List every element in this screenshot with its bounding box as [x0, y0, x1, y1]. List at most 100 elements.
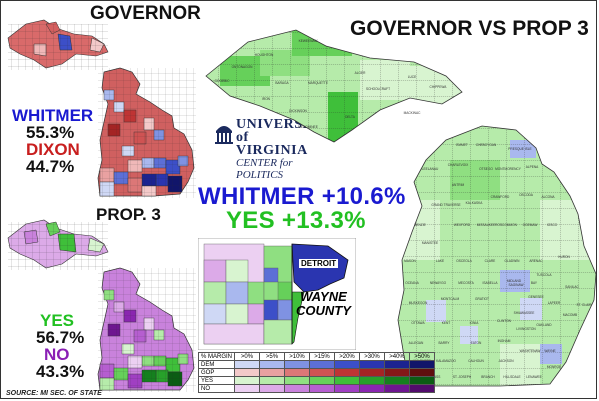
county-label: DICKINSON — [289, 109, 307, 113]
county-label: TUSCOLA — [536, 273, 552, 277]
county-label: MASON — [404, 259, 416, 263]
county-label: LIVINGSTON — [516, 327, 536, 331]
governor-results: WHITMER 55.3% DIXON 44.7% — [12, 107, 93, 175]
county-label: EMMET — [456, 143, 468, 147]
county-label: HILLSDALE — [503, 375, 520, 379]
county-label: CHARLEVOIX — [448, 163, 469, 167]
legend-swatch — [234, 384, 261, 393]
no-label: NO — [44, 345, 70, 364]
county-label: KEWEENAW — [299, 39, 318, 43]
county-label: KENT — [442, 321, 451, 325]
county-label: NEWAYGO — [430, 281, 447, 285]
county-label: HURON — [558, 255, 570, 259]
legend-bin-label: >30% — [359, 352, 386, 361]
governor-vs-prop3-county-map: GOGEBIC ONTONAGON HOUGHTON KEWEENAW BARAGA IR… — [205, 29, 597, 387]
county-label: INGHAM — [498, 339, 511, 343]
county-label: MECOSTA — [458, 281, 474, 285]
legend-row-yes: YES — [197, 376, 436, 385]
legend-row-no: NO — [197, 384, 436, 393]
county-label: GOGEBIC — [215, 79, 231, 83]
yes-margin-headline: YES +13.3% — [226, 207, 366, 234]
county-label: LEELANAU — [422, 167, 439, 171]
county-label-layer: GOGEBIC ONTONAGON HOUGHTON KEWEENAW BARAGA IR… — [215, 39, 593, 379]
prop3-results: YES 56.7% NO 43.3% — [36, 312, 84, 380]
county-label: CRAWFORD — [491, 195, 510, 199]
legend-swatch — [334, 368, 361, 377]
county-label: ISABELLA — [482, 281, 498, 285]
county-label: GRAND TRAVERSE — [431, 203, 460, 207]
county-label: LAKE — [436, 259, 444, 263]
county-label: OTTAWA — [411, 321, 425, 325]
county-label: ANTRIM — [452, 183, 465, 187]
legend-row-dem: DEM — [197, 360, 436, 369]
whitmer-name: WHITMER — [12, 106, 94, 125]
county-label: LUCE — [408, 75, 417, 79]
county-label: MUSKEGON — [409, 301, 428, 305]
county-label: WAYNE — [544, 349, 555, 353]
legend-swatch — [384, 384, 411, 393]
legend-swatch — [359, 376, 386, 385]
legend-swatch — [409, 384, 436, 393]
legend-swatch — [409, 368, 436, 377]
legend-swatch — [359, 384, 386, 393]
county-label: IOSCO — [547, 223, 558, 227]
legend-swatch — [284, 376, 311, 385]
county-label: IRON — [262, 97, 271, 101]
prop3-county-map — [7, 219, 196, 392]
legend-bin-label: >50% — [409, 352, 436, 361]
wayne-county-label: WAYNE COUNTY — [296, 290, 351, 318]
legend-swatch — [284, 368, 311, 377]
legend-header-label: % MARGIN — [197, 352, 236, 361]
county-label: DELTA — [345, 115, 356, 119]
yes-pct: 56.7% — [36, 328, 85, 347]
prop3-map-title: PROP. 3 — [96, 205, 161, 224]
county-label: GRATIOT — [475, 297, 489, 301]
legend-swatch — [384, 360, 411, 369]
legend-swatch — [259, 368, 286, 377]
legend-swatch — [234, 368, 261, 377]
county-label: SCHOOLCRAFT — [366, 87, 390, 91]
legend-row-label: YES — [197, 376, 236, 385]
legend-bin-label: >40% — [384, 352, 411, 361]
legend-swatch — [259, 376, 286, 385]
county-label: BRANCH — [481, 375, 495, 379]
rotunda-icon — [215, 126, 233, 144]
county-label: ARENAC — [529, 259, 543, 263]
county-label: LENAWEE — [526, 375, 541, 379]
county-label: OAKLAND — [536, 323, 552, 327]
county-label: ROSCOMMON — [495, 223, 517, 227]
legend-swatch — [384, 368, 411, 377]
county-label: LAPEER — [548, 301, 561, 305]
legend-swatch — [359, 360, 386, 369]
legend-bin-label: >20% — [334, 352, 361, 361]
county-label: MACKINAC — [404, 111, 422, 115]
legend-header-row: % MARGIN >0% >5% >10% >15% >20% >30% >40% >50% — [197, 352, 436, 361]
county-label: ALCONA — [541, 195, 555, 199]
county-label: EATON — [471, 341, 482, 345]
whitmer-margin-headline: WHITMER +10.6% — [198, 183, 406, 210]
legend-row-label: DEM — [197, 360, 236, 369]
county-label: MIDLAND — [507, 279, 522, 283]
detroit-label: DETROIT — [299, 259, 339, 268]
county-label: MANISTEE — [422, 241, 438, 245]
county-label: CALHOUN — [468, 359, 484, 363]
legend-swatch — [309, 376, 336, 385]
county-label: CASS — [432, 375, 441, 379]
legend-row-gop: GOP — [197, 368, 436, 377]
county-label: MARQUETTE — [308, 81, 328, 85]
legend-bin-label: >5% — [259, 352, 286, 361]
county-label: MACOMB — [563, 313, 577, 317]
county-label: ALGER — [355, 71, 367, 75]
legend-swatch — [234, 376, 261, 385]
legend-bin-label: >0% — [234, 352, 261, 361]
county-label: BAY — [531, 281, 538, 285]
legend-swatch — [309, 360, 336, 369]
county-label: BARRY — [439, 341, 451, 345]
county-label: KALAMAZOO — [436, 359, 456, 363]
county-label: OSCODA — [519, 193, 534, 197]
legend-swatch — [259, 360, 286, 369]
wayne-county-label-line1: WAYNE — [300, 289, 347, 304]
source-note: SOURCE: MI SEC. OF STATE — [6, 390, 102, 397]
detroit-area — [291, 243, 349, 293]
county-label: ALLEGAN — [409, 341, 424, 345]
